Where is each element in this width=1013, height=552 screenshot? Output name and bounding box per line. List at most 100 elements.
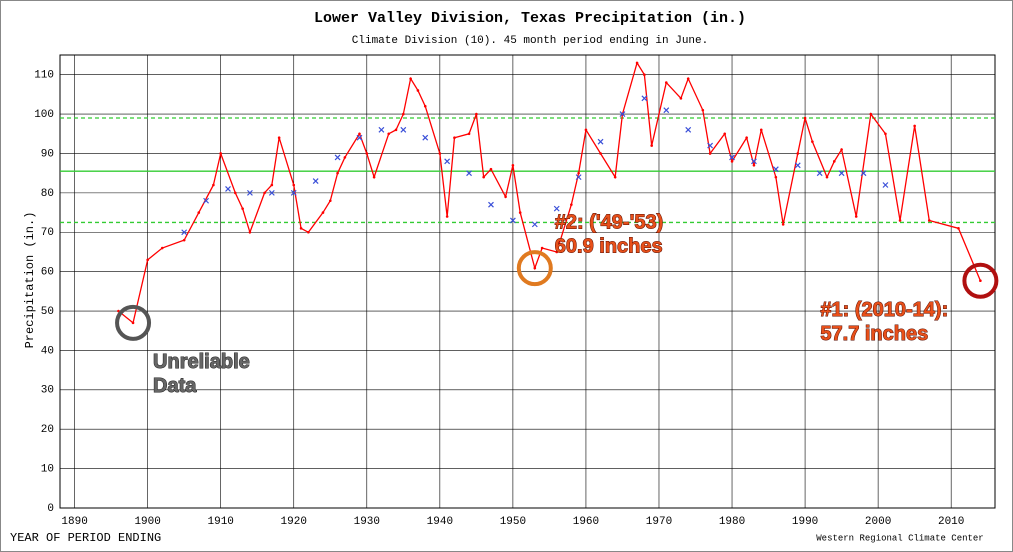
y-tick-label: 50 (41, 306, 54, 318)
data-point (468, 132, 471, 135)
x-tick-label: 1950 (500, 516, 526, 528)
x-tick-label: 1890 (61, 516, 87, 528)
x-tick-label: 1930 (354, 516, 380, 528)
y-tick-label: 70 (41, 227, 54, 239)
x-tick-label: 1980 (719, 516, 745, 528)
y-tick-label: 0 (47, 503, 54, 515)
data-point (541, 247, 544, 250)
x-tick-label: 1910 (208, 516, 234, 528)
annotation: Unreliable (153, 351, 250, 373)
data-point (241, 207, 244, 210)
y-axis-label: Precipitation (in.) (23, 212, 37, 349)
data-point (811, 140, 814, 143)
data-point (957, 227, 960, 230)
chart: Lower Valley Division, Texas Precipitati… (0, 0, 1013, 552)
data-point (365, 152, 368, 155)
data-point (687, 77, 690, 80)
x-tick-label: 1990 (792, 516, 818, 528)
y-tick-label: 60 (41, 267, 54, 279)
annotation: 60.9 inches (555, 235, 663, 257)
data-point (336, 172, 339, 175)
data-point (702, 109, 705, 112)
data-point (161, 247, 164, 250)
data-point (723, 132, 726, 135)
data-point (599, 152, 602, 155)
data-point (409, 77, 412, 80)
data-point (775, 176, 778, 179)
data-point (826, 176, 829, 179)
data-point (292, 184, 295, 187)
data-point (490, 168, 493, 171)
data-point (402, 113, 405, 116)
x-tick-label: 1900 (134, 516, 160, 528)
data-point (307, 231, 310, 234)
data-point (614, 176, 617, 179)
x-tick-label: 1960 (573, 516, 599, 528)
chart-subtitle: Climate Division (10). 45 month period e… (352, 35, 708, 47)
data-point (650, 144, 653, 147)
data-point (197, 211, 200, 214)
y-tick-label: 40 (41, 345, 54, 357)
data-point (899, 219, 902, 222)
data-point (183, 239, 186, 242)
data-point (855, 215, 858, 218)
y-tick-label: 10 (41, 464, 54, 476)
data-point (745, 136, 748, 139)
x-tick-label: 1920 (281, 516, 307, 528)
data-point (643, 73, 646, 76)
data-point (263, 192, 266, 195)
data-point (417, 89, 420, 92)
data-point (577, 172, 580, 175)
y-tick-label: 30 (41, 385, 54, 397)
data-point (132, 322, 135, 325)
data-point (234, 192, 237, 195)
data-point (804, 117, 807, 120)
annotation: Data (153, 375, 197, 397)
data-point (760, 129, 763, 132)
data-point (519, 211, 522, 214)
x-tick-label: 1970 (646, 516, 672, 528)
data-point (636, 62, 639, 65)
data-point (534, 267, 537, 270)
data-point (453, 136, 456, 139)
data-point (329, 199, 332, 202)
data-point (300, 227, 303, 230)
data-point (753, 164, 756, 167)
data-point (271, 184, 274, 187)
y-tick-label: 80 (41, 188, 54, 200)
data-point (833, 160, 836, 163)
data-point (482, 176, 485, 179)
data-point (387, 132, 390, 135)
data-point (358, 132, 361, 135)
data-point (344, 156, 347, 159)
data-point (665, 81, 668, 84)
data-point (146, 259, 149, 262)
data-point (219, 152, 222, 155)
y-tick-label: 110 (34, 70, 54, 82)
annotation: #2: ('49-'53) (555, 211, 663, 233)
data-point (709, 152, 712, 155)
data-point (796, 152, 799, 155)
chart-title: Lower Valley Division, Texas Precipitati… (314, 10, 746, 27)
data-point (680, 97, 683, 100)
data-point (446, 215, 449, 218)
y-tick-label: 90 (41, 148, 54, 160)
x-tick-label: 2010 (938, 516, 964, 528)
credit: Western Regional Climate Center (816, 533, 983, 543)
data-point (249, 231, 252, 234)
data-point (570, 203, 573, 206)
data-point (475, 113, 478, 116)
data-point (913, 125, 916, 128)
x-tick-label: 2000 (865, 516, 891, 528)
data-point (512, 164, 515, 167)
data-point (212, 184, 215, 187)
data-point (884, 132, 887, 135)
data-point (870, 113, 873, 116)
x-tick-label: 1940 (427, 516, 453, 528)
data-point (439, 152, 442, 155)
data-point (840, 148, 843, 151)
data-point (928, 219, 931, 222)
data-point (504, 196, 507, 199)
data-point (395, 129, 398, 132)
data-point (278, 136, 281, 139)
